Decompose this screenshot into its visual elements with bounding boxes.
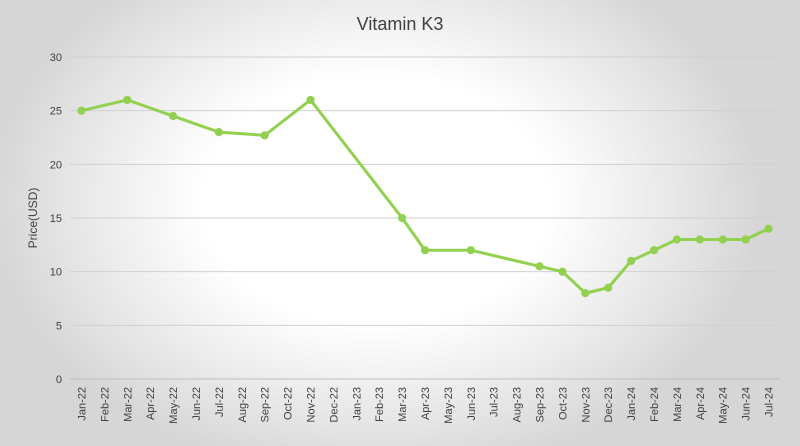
data-point: [604, 283, 613, 292]
data-point: [214, 128, 223, 137]
data-point: [535, 262, 544, 271]
y-tick-label: 10: [50, 267, 62, 279]
data-point: [695, 235, 704, 244]
x-tick-label: Aug-22: [237, 387, 249, 422]
data-point: [420, 246, 430, 255]
x-tick-label: Sep-23: [535, 387, 547, 422]
x-tick-label: May-24: [718, 387, 730, 424]
x-tick-label: Jul-23: [489, 387, 501, 417]
chart-title: Vitamin K3: [357, 14, 444, 34]
data-point: [764, 224, 773, 233]
x-tick-label: Jun-24: [741, 387, 753, 421]
data-point: [672, 235, 682, 244]
x-tick-label: May-23: [443, 387, 455, 424]
x-tick-label: Feb-24: [649, 387, 661, 422]
x-tick-label: Mar-24: [672, 387, 684, 422]
x-tick-label: Jan-23: [351, 387, 363, 421]
y-tick-label: 15: [50, 213, 62, 225]
gridlines: [70, 56, 780, 380]
x-tick-label: Mar-23: [397, 387, 409, 422]
x-tick-label: Feb-23: [374, 387, 386, 422]
x-tick-label: Feb-22: [99, 387, 111, 422]
x-tick-label: Nov-22: [305, 387, 317, 422]
x-tick-label: Apr-24: [695, 387, 707, 420]
series-line: [79, 98, 771, 295]
data-point: [718, 235, 727, 244]
x-axis-ticks: Jan-22 Feb-22 Mar-22 Apr-22 May-22 Jun-22 Jul-…: [76, 387, 775, 424]
y-tick-label: 5: [56, 320, 62, 332]
data-point: [649, 246, 659, 255]
x-tick-label: Jan-22: [76, 387, 88, 421]
data-point: [397, 213, 407, 223]
data-point: [260, 131, 269, 140]
data-point: [123, 95, 132, 105]
data-point: [581, 289, 590, 298]
x-tick-label: Nov-23: [580, 387, 592, 422]
y-tick-label: 0: [56, 374, 62, 386]
data-point: [741, 235, 750, 244]
x-tick-label: Dec-23: [603, 387, 615, 422]
x-tick-label: May-22: [168, 387, 180, 424]
x-tick-label: Apr-23: [420, 387, 432, 420]
x-tick-label: Jun-23: [466, 387, 478, 421]
y-tick-label: 20: [50, 159, 62, 171]
data-point: [306, 95, 315, 105]
x-tick-label: Apr-22: [145, 387, 157, 420]
x-tick-label: Jul-24: [764, 387, 776, 417]
data-point: [558, 267, 567, 276]
series-layer: [77, 95, 773, 298]
x-tick-label: Mar-22: [122, 387, 134, 422]
x-tick-label: Jul-22: [214, 387, 226, 417]
x-tick-label: Oct-22: [283, 387, 295, 420]
data-point: [627, 256, 636, 266]
y-tick-label: 25: [50, 106, 62, 118]
x-tick-label: Jan-24: [626, 387, 638, 421]
x-tick-label: Aug-23: [512, 387, 524, 422]
y-tick-label: 30: [50, 52, 62, 64]
data-point: [466, 246, 475, 255]
data-point: [168, 111, 178, 121]
x-tick-label: Jun-22: [191, 387, 203, 421]
x-tick-label: Dec-22: [328, 387, 340, 422]
y-axis-ticks: 0 5 10 15 20 25 30: [50, 52, 62, 386]
x-tick-label: Sep-22: [260, 387, 272, 422]
data-point: [77, 106, 86, 115]
x-tick-label: Oct-23: [557, 387, 569, 420]
y-axis-label: Price(USD): [26, 188, 40, 249]
